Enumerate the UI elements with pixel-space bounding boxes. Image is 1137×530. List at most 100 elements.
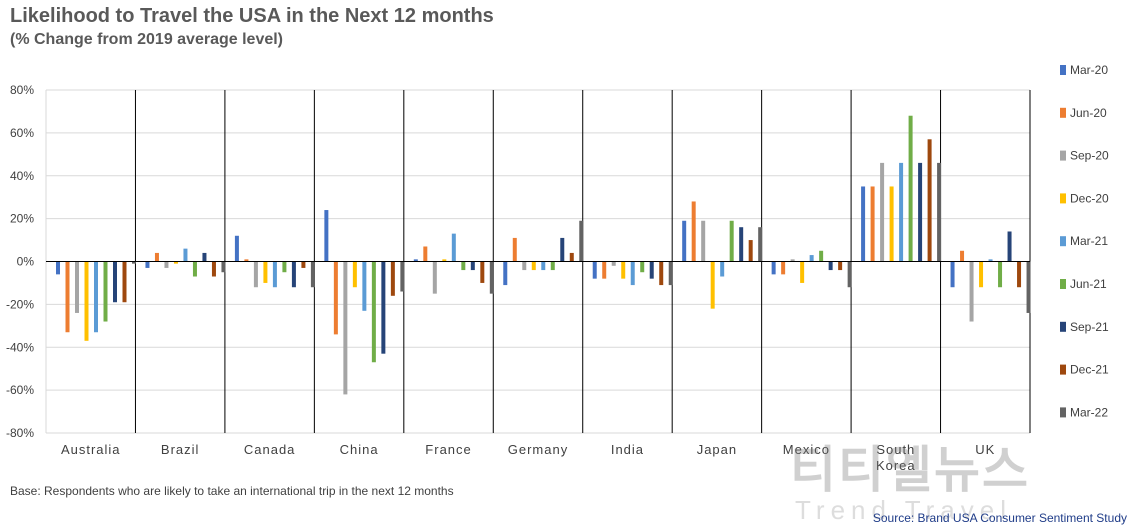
bar bbox=[838, 261, 843, 271]
bar bbox=[371, 261, 376, 363]
bar bbox=[489, 261, 494, 294]
legend-label: Jun-20 bbox=[1070, 106, 1107, 120]
bar bbox=[819, 250, 824, 262]
bar bbox=[979, 261, 984, 288]
category-label: Japan bbox=[697, 442, 737, 457]
bar bbox=[362, 261, 367, 311]
bar bbox=[701, 220, 706, 262]
legend-swatch bbox=[1060, 407, 1066, 418]
bar bbox=[381, 261, 386, 354]
category-label: Korea bbox=[876, 458, 916, 473]
bar bbox=[748, 240, 753, 262]
legend-swatch bbox=[1060, 107, 1066, 118]
legend-label: Jun-21 bbox=[1070, 277, 1107, 291]
legend-swatch bbox=[1060, 193, 1066, 204]
bar bbox=[282, 261, 287, 273]
bar bbox=[659, 261, 664, 286]
base-note: Base: Respondents who are likely to take… bbox=[10, 484, 454, 498]
bar bbox=[682, 220, 687, 262]
chart-subtitle: (% Change from 2019 average level) bbox=[10, 31, 284, 48]
bar bbox=[630, 261, 635, 286]
legend-label: Sep-20 bbox=[1070, 149, 1109, 163]
bar bbox=[132, 261, 136, 264]
bar bbox=[423, 246, 428, 262]
legend-label: Mar-21 bbox=[1070, 234, 1108, 248]
bar bbox=[75, 261, 79, 313]
category-label: Brazil bbox=[161, 442, 200, 457]
bar bbox=[145, 261, 150, 268]
bar bbox=[1026, 261, 1031, 313]
bar bbox=[390, 261, 395, 296]
bar bbox=[442, 259, 447, 262]
bar bbox=[861, 186, 866, 262]
bar bbox=[400, 261, 405, 292]
watermark-subtext: Trend Travel bbox=[795, 495, 1012, 525]
bar bbox=[503, 261, 508, 286]
bar bbox=[113, 261, 117, 303]
bar bbox=[790, 259, 795, 262]
category-label: UK bbox=[975, 442, 995, 457]
category-label: France bbox=[425, 442, 471, 457]
category-label: Canada bbox=[244, 442, 296, 457]
bar bbox=[103, 261, 108, 322]
bar bbox=[880, 162, 885, 262]
category-label: Australia bbox=[61, 442, 121, 457]
bar bbox=[154, 252, 159, 262]
chart-title: Likelihood to Travel the USA in the Next… bbox=[10, 5, 494, 27]
category-label: Germany bbox=[508, 442, 568, 457]
legend-swatch bbox=[1060, 279, 1066, 289]
bar bbox=[771, 261, 776, 275]
bar bbox=[94, 261, 98, 333]
bar bbox=[352, 261, 357, 288]
bar bbox=[927, 139, 932, 262]
bar bbox=[918, 162, 923, 262]
bar bbox=[221, 261, 226, 273]
bar bbox=[870, 186, 875, 262]
legend-swatch bbox=[1060, 236, 1066, 247]
bar bbox=[809, 255, 814, 262]
bar bbox=[828, 261, 833, 271]
bar bbox=[164, 261, 169, 268]
legend-swatch bbox=[1060, 150, 1066, 161]
legend-swatch bbox=[1060, 364, 1066, 375]
bar bbox=[579, 220, 584, 262]
bar bbox=[611, 261, 616, 266]
bar bbox=[969, 261, 974, 322]
bar bbox=[451, 233, 456, 262]
bar bbox=[640, 261, 645, 273]
bar bbox=[173, 261, 178, 264]
legend-label: Dec-21 bbox=[1070, 363, 1109, 377]
bar bbox=[889, 186, 894, 262]
bar bbox=[470, 261, 475, 271]
category-label: India bbox=[611, 442, 644, 457]
bar bbox=[691, 201, 696, 262]
bar bbox=[522, 261, 527, 271]
bar bbox=[211, 261, 216, 277]
bar bbox=[758, 227, 763, 262]
y-tick-label: 20% bbox=[10, 212, 34, 226]
bar bbox=[950, 261, 955, 288]
bar bbox=[192, 261, 197, 277]
bar bbox=[234, 235, 239, 262]
bar bbox=[739, 227, 744, 262]
bar bbox=[512, 237, 517, 262]
y-tick-label: 40% bbox=[10, 169, 34, 183]
legend-swatch bbox=[1060, 321, 1066, 332]
bar bbox=[65, 261, 70, 333]
bar bbox=[480, 261, 485, 283]
bar bbox=[202, 252, 207, 262]
bar bbox=[800, 261, 805, 283]
y-tick-label: 60% bbox=[10, 126, 34, 140]
bar bbox=[1007, 231, 1012, 262]
watermark-logo: 티티엘뉴스 bbox=[790, 442, 1030, 498]
category-label: Mexico bbox=[783, 442, 830, 457]
bar bbox=[621, 261, 626, 279]
bar bbox=[847, 261, 852, 288]
bar bbox=[899, 162, 904, 262]
bar bbox=[272, 261, 277, 288]
bar bbox=[291, 261, 296, 288]
bar bbox=[781, 261, 786, 275]
bar bbox=[432, 261, 437, 294]
bar bbox=[531, 261, 536, 271]
